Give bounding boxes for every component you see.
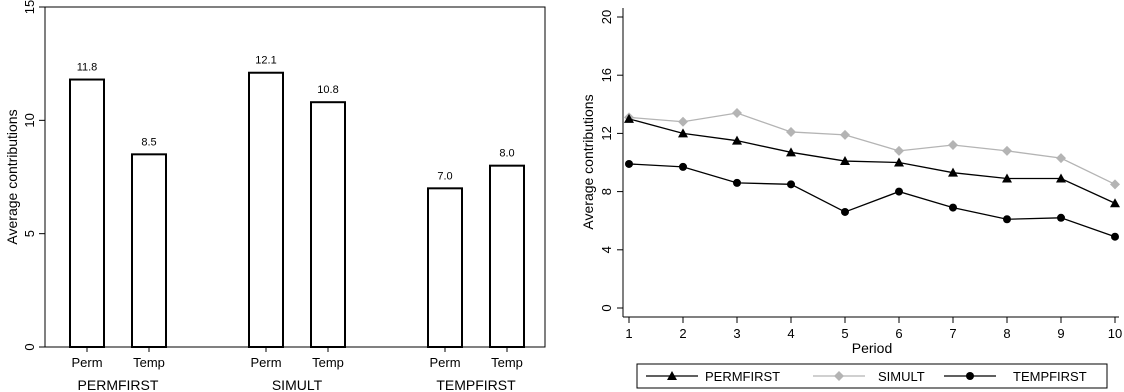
line-x-tick-label: 2 xyxy=(679,326,686,341)
data-point xyxy=(948,140,958,151)
bar-value-label: 12.1 xyxy=(255,55,276,67)
data-point xyxy=(840,156,850,166)
series-line xyxy=(628,163,1116,238)
series-line xyxy=(628,118,1116,204)
data-point xyxy=(894,157,904,167)
data-point xyxy=(1110,198,1120,208)
line-y-tick-label: 0 xyxy=(599,304,614,311)
line-x-tick-label: 4 xyxy=(787,326,794,341)
legend: PERMFIRST SIMULT TEMPFIRST xyxy=(646,369,1087,384)
data-point xyxy=(786,126,796,137)
bar-value-label: 10.8 xyxy=(317,84,338,96)
bar-category-label: Temp xyxy=(133,355,165,370)
data-point xyxy=(841,207,849,216)
bar-y-tick-label: 15 xyxy=(22,0,37,14)
bar-group-label: TEMPFIRST xyxy=(436,377,516,392)
data-point xyxy=(949,203,957,212)
line-x-tick-label: 7 xyxy=(949,326,956,341)
legend-key-marker xyxy=(834,371,844,381)
line-x-tick-label: 5 xyxy=(841,326,848,341)
data-point xyxy=(1111,232,1119,241)
data-point xyxy=(1002,145,1012,156)
legend-key-marker xyxy=(667,371,677,380)
line-marks xyxy=(624,108,1120,241)
line-y-axis-label: Average contributions xyxy=(580,94,596,229)
bar-y-axis-label: Average contributions xyxy=(4,109,20,244)
data-point xyxy=(948,167,958,177)
data-point xyxy=(787,180,795,189)
line-x-tick-label: 10 xyxy=(1108,326,1122,341)
line-y-tick-label: 20 xyxy=(599,10,614,24)
legend-label: SIMULT xyxy=(878,369,925,384)
bar-category-label: Perm xyxy=(71,355,102,370)
line-y-tick-label: 4 xyxy=(599,246,614,253)
bar-category-label: Temp xyxy=(312,355,344,370)
data-point xyxy=(895,187,903,196)
data-point xyxy=(625,159,633,168)
data-point xyxy=(1056,173,1066,183)
data-point xyxy=(732,135,742,145)
legend-label: TEMPFIRST xyxy=(1013,369,1087,384)
legend-box xyxy=(636,363,1108,389)
data-point xyxy=(678,116,688,127)
line-y-tick-label: 16 xyxy=(599,68,614,82)
data-point xyxy=(894,145,904,156)
bar xyxy=(248,71,284,348)
data-point xyxy=(1110,179,1120,190)
data-point xyxy=(1056,153,1066,164)
bar-y-tick-label: 5 xyxy=(22,230,37,237)
data-point xyxy=(624,113,634,123)
line-x-tick-label: 3 xyxy=(733,326,740,341)
bar-marks: 11.8 Perm 8.5 Temp PERMFIRST 12.1 Perm 10.8 Temp… xyxy=(69,55,525,392)
data-point xyxy=(679,162,687,171)
bar-category-label: Perm xyxy=(429,355,460,370)
bar-value-label: 8.0 xyxy=(499,148,514,160)
bar-category-label: Perm xyxy=(250,355,281,370)
data-point xyxy=(1057,213,1065,222)
line-y-tick-label: 12 xyxy=(599,126,614,140)
data-point xyxy=(1002,173,1012,183)
line-x-tick-label: 1 xyxy=(625,326,632,341)
data-point xyxy=(732,108,742,119)
data-point xyxy=(678,128,688,138)
line-x-tick-label: 8 xyxy=(1003,326,1010,341)
bar-value-label: 11.8 xyxy=(77,62,98,74)
bar-plot-frame xyxy=(44,6,546,348)
bar-category-label: Temp xyxy=(491,355,523,370)
bar xyxy=(427,187,463,348)
data-point xyxy=(840,129,850,140)
legend-label: PERMFIRST xyxy=(705,369,780,384)
bar xyxy=(310,101,346,348)
line-x-tick-label: 9 xyxy=(1057,326,1064,341)
bar-value-label: 8.5 xyxy=(141,136,156,148)
data-point xyxy=(733,178,741,187)
series-line xyxy=(628,112,1116,185)
line-x-tick-label: 6 xyxy=(895,326,902,341)
bar-y-tick-label: 0 xyxy=(22,343,37,350)
line-x-axis-label: Period xyxy=(852,340,892,356)
data-point xyxy=(786,147,796,157)
legend-key-marker xyxy=(966,372,974,380)
bar xyxy=(131,153,167,348)
line-y-tick-label: 8 xyxy=(599,188,614,195)
data-point xyxy=(1003,215,1011,224)
bar-y-ticks: 0 5 10 15 xyxy=(22,0,45,351)
bar xyxy=(69,78,105,349)
bar xyxy=(489,164,525,348)
bar-group-label: SIMULT xyxy=(272,377,323,392)
bar-group-label: PERMFIRST xyxy=(78,377,159,392)
bar-value-label: 7.0 xyxy=(437,170,452,182)
bar-y-tick-label: 10 xyxy=(22,113,37,127)
bar-chart: Average contributions 0 5 10 15 11.8 Perm 8.5… xyxy=(4,0,546,392)
